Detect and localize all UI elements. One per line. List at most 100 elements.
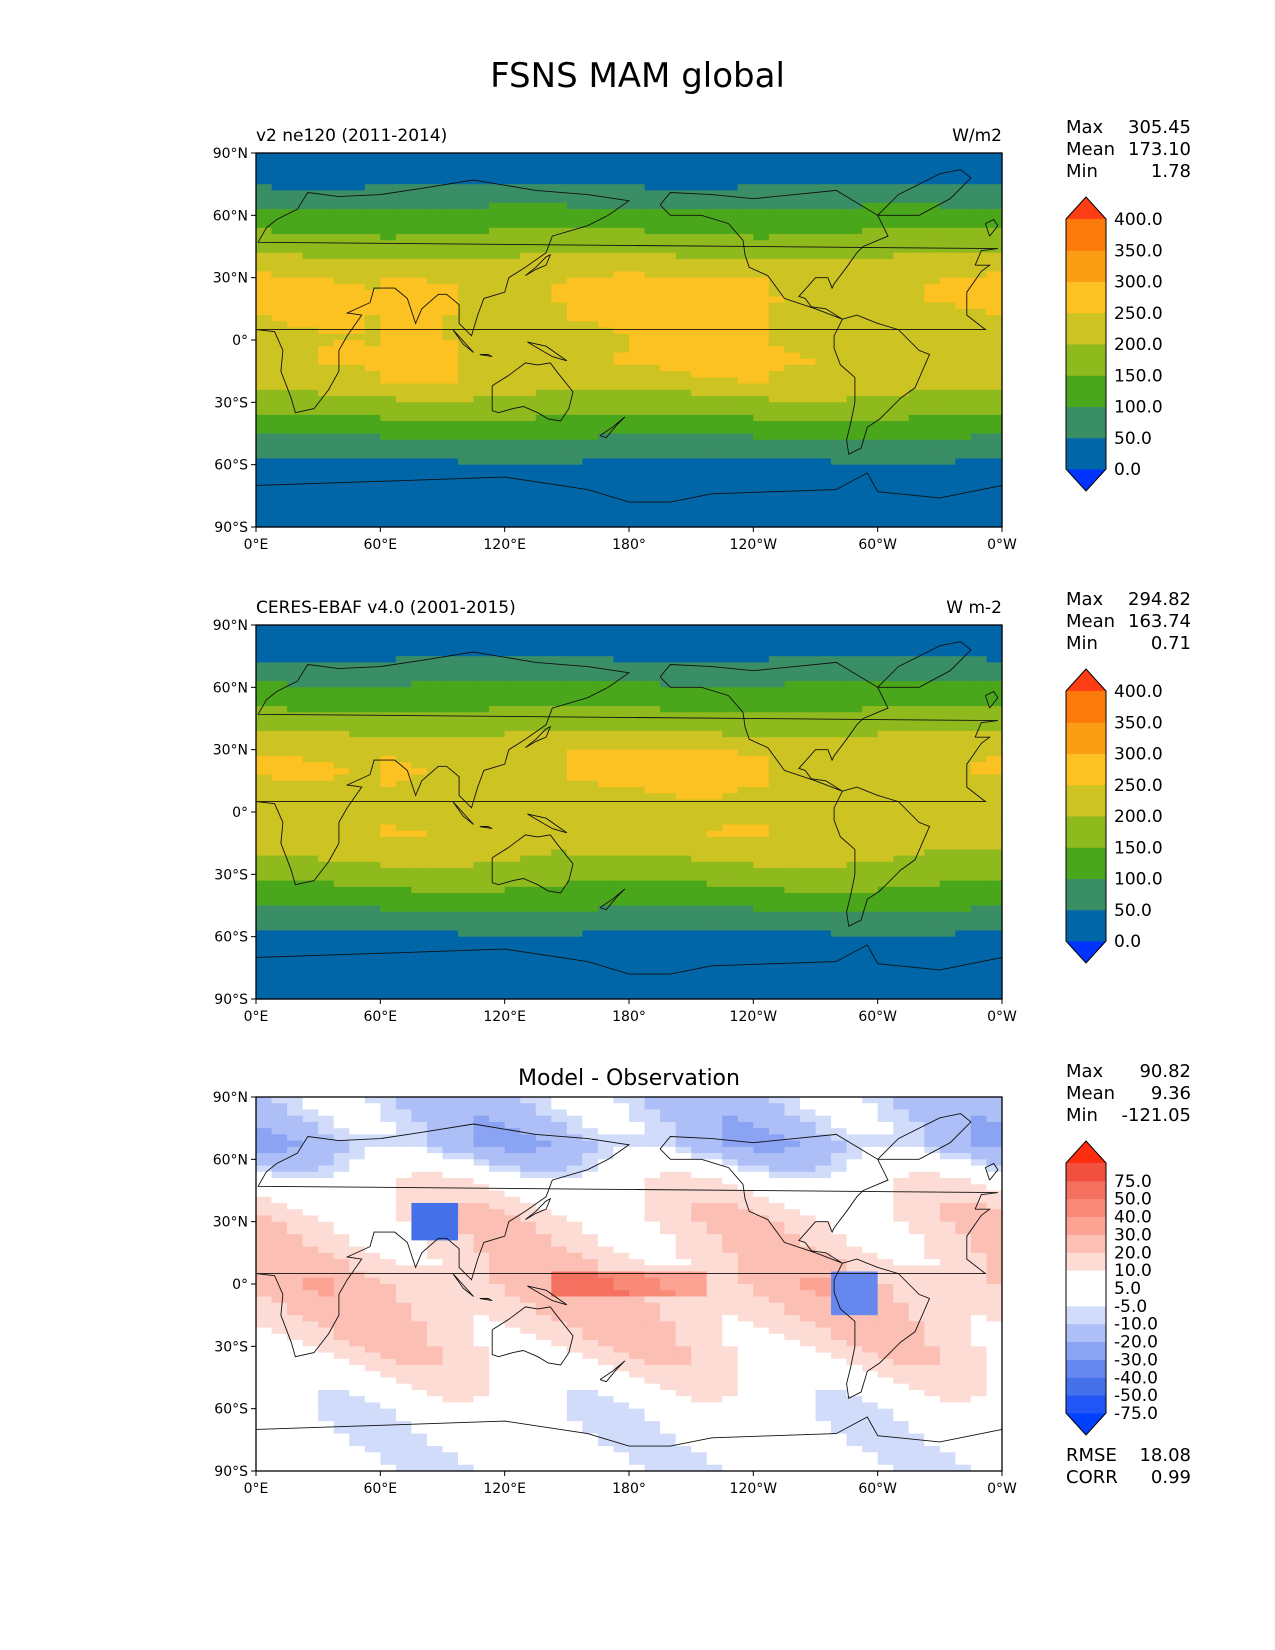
map-cell — [302, 662, 319, 670]
map-cell — [302, 699, 319, 707]
map-cell — [908, 364, 925, 372]
map-cell — [364, 520, 381, 528]
map-cell — [551, 755, 568, 763]
map-cell — [815, 755, 832, 763]
map-cell — [551, 153, 568, 160]
map-cell — [706, 861, 723, 869]
map-cell — [582, 165, 599, 173]
map-cell — [675, 780, 692, 788]
map-cell — [582, 271, 599, 279]
map-cell — [582, 718, 599, 726]
map-cell — [660, 221, 677, 229]
map-cell — [706, 470, 723, 478]
map-cell — [862, 458, 879, 466]
colorbar-segment — [1066, 437, 1106, 470]
map-cell — [504, 327, 521, 335]
map-cell — [986, 308, 1003, 316]
map-cell — [753, 674, 770, 682]
map-cell — [768, 836, 786, 844]
map-cell — [426, 762, 444, 769]
map-cell — [675, 246, 692, 254]
map-cell — [256, 830, 273, 838]
map-cell — [458, 868, 475, 875]
map-cell — [364, 283, 381, 291]
map-cell — [846, 693, 863, 701]
map-cell — [504, 202, 521, 210]
map-cell — [722, 352, 739, 360]
map-cell — [939, 177, 956, 185]
map-cell — [924, 421, 941, 428]
map-cell — [675, 674, 692, 682]
map-cell — [473, 458, 490, 466]
map-cell — [753, 209, 770, 216]
coastline — [255, 472, 1003, 503]
map-cell — [691, 221, 708, 229]
map-cell — [349, 470, 366, 478]
map-cell — [551, 333, 568, 341]
map-cell — [815, 202, 832, 210]
map-cell — [364, 637, 381, 645]
map-cell — [597, 849, 615, 857]
map-cell — [473, 855, 490, 863]
map-cell — [893, 246, 910, 254]
map-cell — [644, 762, 661, 769]
map-cell — [364, 768, 381, 776]
map-cell — [768, 234, 786, 241]
map-cell — [271, 427, 288, 435]
map-cell — [691, 209, 708, 216]
map-cell — [582, 743, 599, 751]
map-cell — [893, 283, 910, 291]
map-cell — [846, 643, 863, 651]
map-cell — [520, 502, 537, 509]
map-cell — [364, 202, 381, 210]
map-cell — [520, 799, 537, 807]
map-cell — [489, 240, 506, 248]
map-cell — [566, 439, 583, 447]
map-cell — [302, 302, 319, 310]
map-cell — [582, 780, 599, 788]
map-cell — [318, 190, 335, 198]
map-cell — [784, 271, 801, 279]
map-cell — [862, 724, 879, 732]
map-cell — [318, 674, 335, 682]
map-cell — [722, 483, 739, 491]
map-cell — [551, 209, 568, 216]
map-cell — [287, 631, 304, 639]
map-cell — [302, 190, 319, 198]
map-cell — [551, 830, 568, 838]
map-cell — [753, 302, 770, 310]
map-cell — [613, 464, 630, 472]
map-cell — [970, 234, 988, 241]
map-cell — [426, 656, 444, 663]
map-cell — [939, 743, 956, 751]
map-cell — [504, 240, 521, 248]
map-cell — [675, 458, 692, 466]
map-cell — [426, 383, 444, 391]
map-cell — [504, 464, 521, 472]
map-cell — [551, 649, 568, 657]
map-cell — [970, 643, 988, 651]
map-cell — [302, 408, 319, 416]
map-cell — [380, 743, 397, 751]
map-cell — [395, 383, 413, 391]
map-cell — [318, 165, 335, 173]
map-cell — [629, 706, 646, 713]
map-cell — [597, 699, 615, 707]
map-cell — [426, 271, 444, 279]
map-cell — [333, 762, 350, 769]
map-cell — [473, 812, 490, 819]
map-cell — [271, 283, 288, 291]
map-cell — [256, 190, 273, 198]
map-cell — [986, 768, 1003, 776]
map-cell — [302, 252, 319, 260]
map-cell — [862, 514, 879, 522]
map-cell — [535, 240, 552, 248]
map-cell — [256, 396, 273, 403]
map-cell — [411, 452, 428, 460]
map-cell — [768, 643, 786, 651]
map-cell — [675, 787, 692, 794]
map-cell — [442, 755, 459, 763]
map-cell — [924, 240, 941, 248]
map-cell — [458, 445, 475, 453]
map-cell — [458, 165, 475, 173]
